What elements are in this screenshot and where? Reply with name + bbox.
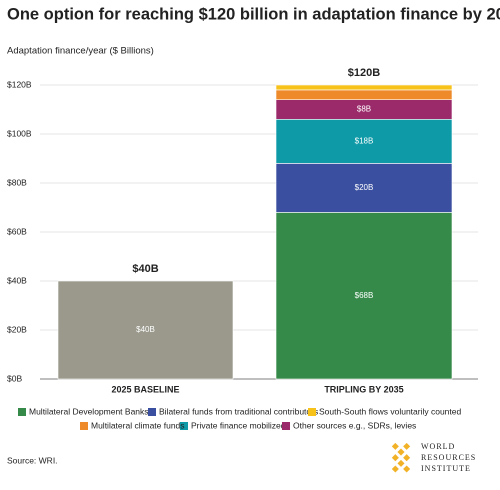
bar-segment: [57, 280, 234, 380]
legend-swatch: [18, 408, 26, 416]
legend-label: Private finance mobilized: [191, 420, 286, 430]
bar-segment: [275, 89, 453, 101]
x-tick-label: TRIPLING BY 2035: [324, 384, 403, 394]
legend-swatch: [80, 422, 88, 430]
y-tick-label: $120B: [7, 79, 32, 89]
logo-icon: [391, 442, 411, 473]
logo-text: RESOURCES: [421, 453, 476, 462]
y-axis-label: Adaptation finance/year ($ Billions): [7, 46, 154, 57]
value-label: $68B: [355, 291, 374, 300]
legend-swatch: [282, 422, 290, 430]
y-tick-label: $40B: [7, 275, 27, 285]
bar-segment: [275, 119, 453, 164]
legend-label: Multilateral Development Banks: [29, 406, 149, 416]
y-tick-label: $0B: [7, 373, 22, 383]
y-tick-label: $80B: [7, 177, 27, 187]
legend-swatch: [308, 408, 316, 416]
legend-label: Other sources e.g., SDRs, levies: [293, 420, 416, 430]
value-label: $18B: [355, 136, 374, 145]
y-tick-label: $100B: [7, 128, 32, 138]
legend-swatch: [180, 422, 188, 430]
value-label: $8B: [357, 105, 371, 114]
x-tick-label: 2025 BASELINE: [111, 384, 179, 394]
bar-segment: [275, 163, 453, 213]
bar-segment: [275, 84, 453, 91]
legend-label: Bilateral funds from traditional contrib…: [159, 406, 318, 416]
bar-segment: [275, 212, 453, 380]
legend-label: South-South flows voluntarily counted: [319, 406, 461, 416]
logo-text: WORLD: [421, 442, 455, 451]
total-label: $40B: [132, 263, 158, 275]
legend-swatch: [148, 408, 156, 416]
chart-title: One option for reaching $120 billion in …: [7, 5, 500, 23]
y-tick-label: $20B: [7, 324, 27, 334]
total-label: $120B: [348, 67, 380, 79]
value-label: $20B: [355, 183, 374, 192]
source: Source: WRI.: [7, 455, 58, 465]
y-tick-label: $60B: [7, 226, 27, 236]
logo-text: INSTITUTE: [421, 464, 471, 473]
value-label: $40B: [136, 325, 155, 334]
legend-label: Multilateral climate funds: [91, 420, 185, 430]
